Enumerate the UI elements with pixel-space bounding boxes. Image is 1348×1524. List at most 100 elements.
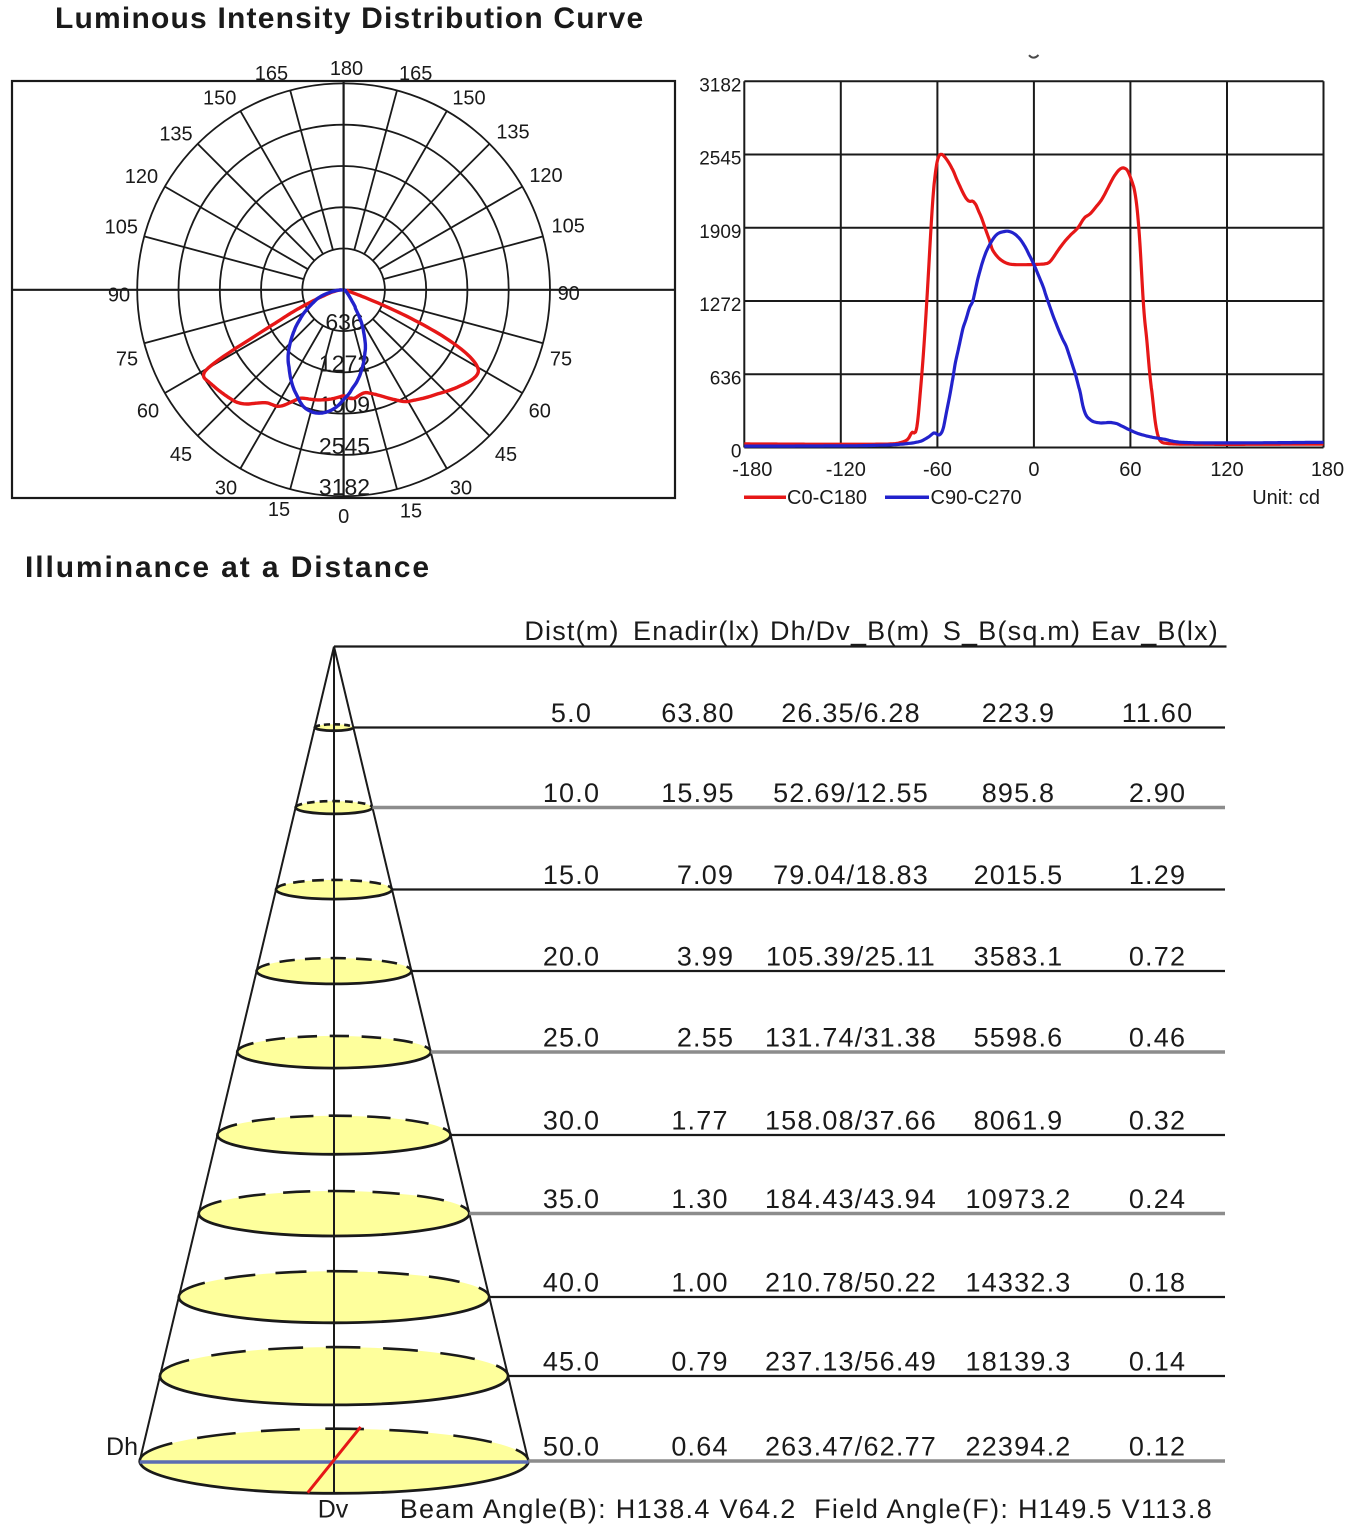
svg-text:79.04/18.83: 79.04/18.83 <box>773 860 929 890</box>
svg-text:2015.5: 2015.5 <box>974 860 1064 890</box>
svg-text:636: 636 <box>710 368 742 389</box>
svg-text:60: 60 <box>529 401 551 423</box>
svg-text:90: 90 <box>558 283 580 305</box>
svg-text:135: 135 <box>159 124 192 146</box>
svg-text:25.0: 25.0 <box>543 1023 600 1053</box>
svg-text:1.30: 1.30 <box>671 1184 728 1214</box>
svg-text:S_B(sq.m): S_B(sq.m) <box>943 616 1081 646</box>
svg-text:0.18: 0.18 <box>1129 1268 1186 1298</box>
svg-text:3182: 3182 <box>699 75 741 96</box>
svg-text:131.74/31.38: 131.74/31.38 <box>765 1023 937 1053</box>
svg-text:223.9: 223.9 <box>982 698 1056 728</box>
svg-text:15.95: 15.95 <box>661 778 735 808</box>
svg-text:11.60: 11.60 <box>1122 698 1194 728</box>
svg-text:0.72: 0.72 <box>1129 942 1186 972</box>
svg-text:165: 165 <box>255 63 288 85</box>
svg-text:263.47/62.77: 263.47/62.77 <box>765 1432 937 1462</box>
svg-text:45: 45 <box>495 444 517 466</box>
svg-text:Illuminance at a Distance: Illuminance at a Distance <box>25 551 431 584</box>
svg-text:Dv: Dv <box>318 1496 349 1524</box>
svg-text:105.39/25.11: 105.39/25.11 <box>766 942 936 972</box>
svg-text:C90-C270: C90-C270 <box>931 487 1022 509</box>
svg-text:20.0: 20.0 <box>543 942 600 972</box>
svg-text:0.46: 0.46 <box>1129 1023 1186 1053</box>
svg-text:165: 165 <box>399 63 432 85</box>
svg-text:52.69/12.55: 52.69/12.55 <box>773 778 929 808</box>
svg-text:7.09: 7.09 <box>677 860 734 890</box>
svg-text:75: 75 <box>116 349 138 371</box>
svg-text:75: 75 <box>550 349 572 371</box>
svg-text:0: 0 <box>338 506 349 528</box>
svg-text:Eav_B(lx): Eav_B(lx) <box>1091 616 1219 646</box>
svg-text:1.00: 1.00 <box>671 1268 728 1298</box>
svg-text:150: 150 <box>203 87 236 109</box>
svg-text:Luminous Intensity Distributio: Luminous Intensity Distribution Curve <box>55 2 644 35</box>
svg-text:26.35/6.28: 26.35/6.28 <box>781 698 921 728</box>
svg-text:Unit: cd: Unit: cd <box>1252 487 1320 509</box>
svg-text:120: 120 <box>529 165 562 187</box>
svg-text:-120: -120 <box>826 459 866 481</box>
svg-text:C0-C180: C0-C180 <box>787 487 867 509</box>
svg-text:135: 135 <box>496 122 529 144</box>
svg-text:158.08/37.66: 158.08/37.66 <box>765 1106 937 1136</box>
svg-text:45: 45 <box>170 444 192 466</box>
svg-text:0: 0 <box>731 442 742 463</box>
svg-text:35.0: 35.0 <box>543 1184 600 1214</box>
svg-text:895.8: 895.8 <box>982 778 1056 808</box>
svg-text:120: 120 <box>125 166 158 188</box>
svg-text:40.0: 40.0 <box>543 1268 600 1298</box>
svg-text:Beam Angle(B): H138.4 V64.2 F: Beam Angle(B): H138.4 V64.2 Field Angle(… <box>400 1494 1213 1524</box>
svg-text:2.90: 2.90 <box>1129 778 1186 808</box>
svg-text:-180: -180 <box>732 459 772 481</box>
svg-text:0.32: 0.32 <box>1129 1106 1186 1136</box>
svg-text:10973.2: 10973.2 <box>966 1184 1072 1214</box>
svg-text:50.0: 50.0 <box>543 1432 600 1462</box>
svg-text:1272: 1272 <box>699 295 741 316</box>
svg-text:184.43/43.94: 184.43/43.94 <box>765 1184 937 1214</box>
svg-text:3182: 3182 <box>319 474 370 500</box>
svg-text:30.0: 30.0 <box>543 1106 600 1136</box>
svg-text:120: 120 <box>1210 459 1243 481</box>
svg-text:22394.2: 22394.2 <box>966 1432 1072 1462</box>
svg-text:45.0: 45.0 <box>543 1347 600 1377</box>
svg-text:14332.3: 14332.3 <box>966 1268 1072 1298</box>
svg-text:60: 60 <box>1119 459 1141 481</box>
svg-text:18139.3: 18139.3 <box>966 1347 1072 1377</box>
svg-text:0.14: 0.14 <box>1129 1347 1186 1377</box>
svg-text:5.0: 5.0 <box>551 698 592 728</box>
svg-text:150: 150 <box>452 87 485 109</box>
svg-text:180: 180 <box>1311 459 1344 481</box>
svg-text:60: 60 <box>137 401 159 423</box>
svg-text:0.24: 0.24 <box>1129 1184 1186 1214</box>
svg-text:0.64: 0.64 <box>671 1432 728 1462</box>
svg-text:Dh/Dv_B(m): Dh/Dv_B(m) <box>770 616 931 646</box>
svg-text:90: 90 <box>108 285 130 307</box>
svg-text:10.0: 10.0 <box>543 778 600 808</box>
svg-text:3583.1: 3583.1 <box>974 942 1064 972</box>
svg-text:1.29: 1.29 <box>1129 860 1186 890</box>
svg-text:237.13/56.49: 237.13/56.49 <box>765 1347 937 1377</box>
svg-text:Dist(m): Dist(m) <box>524 616 619 646</box>
svg-text:Enadir(lx): Enadir(lx) <box>633 616 761 646</box>
svg-text:1.77: 1.77 <box>671 1106 728 1136</box>
svg-text:15: 15 <box>400 501 422 523</box>
svg-text:105: 105 <box>552 216 585 238</box>
svg-text:180: 180 <box>330 58 363 80</box>
svg-text:8061.9: 8061.9 <box>974 1106 1064 1136</box>
svg-text:210.78/50.22: 210.78/50.22 <box>765 1268 937 1298</box>
svg-text:0: 0 <box>1028 459 1039 481</box>
svg-text:1909: 1909 <box>699 222 741 243</box>
svg-text:30: 30 <box>450 478 472 500</box>
svg-text:105: 105 <box>105 217 138 239</box>
svg-text:0.12: 0.12 <box>1129 1432 1186 1462</box>
svg-text:15.0: 15.0 <box>543 860 600 890</box>
svg-text:0.79: 0.79 <box>671 1347 728 1377</box>
svg-text:30: 30 <box>215 478 237 500</box>
svg-text:3.99: 3.99 <box>677 942 734 972</box>
svg-text:2545: 2545 <box>699 149 741 170</box>
svg-text:15: 15 <box>268 499 290 521</box>
svg-text:63.80: 63.80 <box>661 698 735 728</box>
svg-text:Dh: Dh <box>106 1433 138 1461</box>
svg-text:5598.6: 5598.6 <box>974 1023 1064 1053</box>
svg-text:2545: 2545 <box>319 433 370 459</box>
